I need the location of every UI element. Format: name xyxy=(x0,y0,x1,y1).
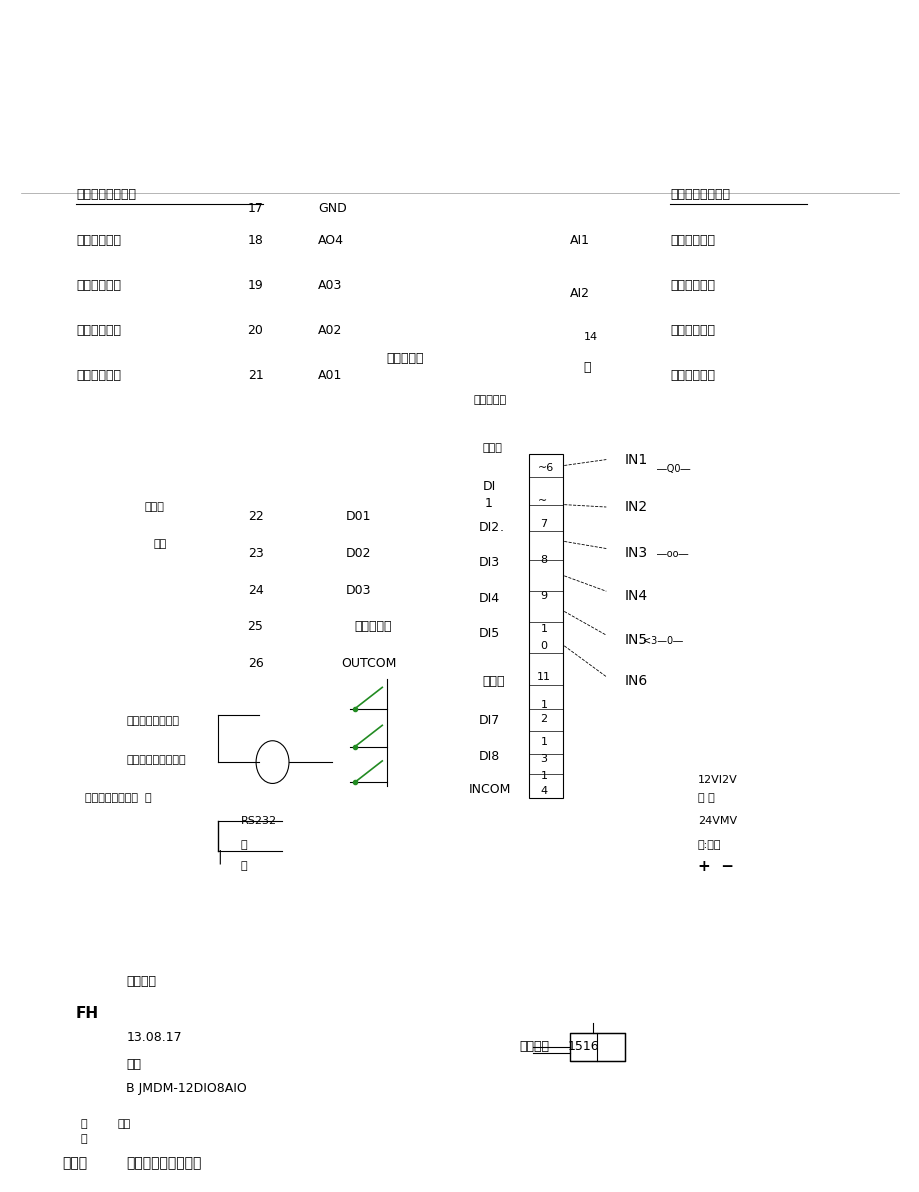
Text: 页码: 页码 xyxy=(117,1119,130,1129)
Text: DI8: DI8 xyxy=(478,750,499,763)
Text: AI2: AI2 xyxy=(569,287,589,300)
Text: 14: 14 xyxy=(583,333,597,342)
Text: A02: A02 xyxy=(318,324,342,336)
Text: 3: 3 xyxy=(539,753,547,764)
Text: 模拟量输出四: 模拟量输出四 xyxy=(76,234,120,247)
Text: 外接交流外接交流或: 外接交流外接交流或 xyxy=(126,755,186,765)
Text: DI3: DI3 xyxy=(478,557,499,570)
Text: 深圳精: 深圳精 xyxy=(62,1156,87,1171)
Text: 1: 1 xyxy=(539,771,547,781)
Text: 正:颜极: 正:颜极 xyxy=(697,840,720,850)
Text: 1: 1 xyxy=(539,737,547,747)
Text: 模拟量输入二: 模拟量输入二 xyxy=(670,279,715,292)
Text: IN5: IN5 xyxy=(624,633,647,647)
Text: 12VI2V: 12VI2V xyxy=(697,775,737,784)
Text: A03: A03 xyxy=(318,279,342,292)
Text: ~6: ~6 xyxy=(537,462,553,473)
Text: 日期图名: 日期图名 xyxy=(126,975,156,988)
Text: 18: 18 xyxy=(247,234,263,247)
Text: IN3: IN3 xyxy=(624,546,647,560)
Text: <3—0―: <3—0― xyxy=(642,637,682,646)
Text: D01: D01 xyxy=(346,510,370,523)
Text: GND: GND xyxy=(318,201,346,215)
Text: 25: 25 xyxy=(247,620,263,633)
Text: IN6: IN6 xyxy=(624,675,647,689)
Text: 17: 17 xyxy=(247,201,263,215)
Text: IN4: IN4 xyxy=(624,589,647,603)
Text: 流不分正负不分正  负: 流不分正负不分正 负 xyxy=(85,793,152,802)
Text: 口: 口 xyxy=(240,862,247,871)
Text: 模拟量输入三: 模拟量输入三 xyxy=(670,324,715,336)
Text: 8: 8 xyxy=(539,555,547,565)
Text: 工作指示灯: 工作指示灯 xyxy=(473,396,506,405)
Text: INCOM: INCOM xyxy=(469,783,511,796)
Text: 模拟量输入四: 模拟量输入四 xyxy=(670,368,715,381)
Text: DI: DI xyxy=(482,480,495,493)
Text: 2: 2 xyxy=(539,714,547,725)
Text: FH: FH xyxy=(76,1006,99,1022)
Text: RS232: RS232 xyxy=(240,817,277,826)
Text: DI7: DI7 xyxy=(478,714,499,727)
Text: 继电器输出: 继电器输出 xyxy=(355,620,391,633)
Text: B JMDM-12DIO8AIO: B JMDM-12DIO8AIO xyxy=(126,1082,246,1095)
Text: 23: 23 xyxy=(247,547,263,560)
Text: 9: 9 xyxy=(539,591,547,601)
Text: DI2: DI2 xyxy=(478,521,499,534)
Text: 24: 24 xyxy=(247,584,263,596)
Text: 模拟量输出: 模拟量输出 xyxy=(386,352,424,365)
Text: 模拟量输出公共地: 模拟量输出公共地 xyxy=(76,188,136,201)
Text: 开关发: 开关发 xyxy=(482,442,502,453)
Text: |: | xyxy=(218,850,222,864)
Text: 直流电源直流电源: 直流电源直流电源 xyxy=(126,715,179,726)
Text: 22: 22 xyxy=(247,510,263,523)
Text: D02: D02 xyxy=(346,547,370,560)
Text: 7: 7 xyxy=(539,519,547,528)
Text: 13.08.17: 13.08.17 xyxy=(126,1031,182,1044)
Text: .: . xyxy=(499,521,503,534)
Text: ―oo―: ―oo― xyxy=(656,550,687,559)
Text: DI4: DI4 xyxy=(478,592,499,604)
Text: 直: 直 xyxy=(583,360,590,373)
Text: ~: ~ xyxy=(537,496,547,507)
Text: 19: 19 xyxy=(247,279,263,292)
Text: 模拟量输出三: 模拟量输出三 xyxy=(76,279,120,292)
Text: +  −: + − xyxy=(697,859,733,874)
Text: OUTCOM: OUTCOM xyxy=(341,657,396,670)
Text: 26: 26 xyxy=(247,657,263,670)
Text: 模拟量输入一: 模拟量输入一 xyxy=(670,234,715,247)
Text: 输入电源: 输入电源 xyxy=(519,1041,549,1054)
Text: 1: 1 xyxy=(539,625,547,634)
Text: AO4: AO4 xyxy=(318,234,344,247)
Text: 版本: 版本 xyxy=(126,1058,142,1072)
Text: 1: 1 xyxy=(484,497,492,510)
Text: 或 或: 或 或 xyxy=(697,793,714,802)
Text: 『负极: 『负极 xyxy=(144,502,165,513)
Text: 模拟量输出二: 模拟量输出二 xyxy=(76,324,120,336)
Bar xyxy=(569,1032,624,1061)
Text: 1516: 1516 xyxy=(567,1041,598,1054)
Text: 1: 1 xyxy=(539,700,547,710)
Text: D03: D03 xyxy=(346,584,370,596)
Text: 21: 21 xyxy=(247,368,263,381)
Text: 准: 准 xyxy=(81,1135,87,1144)
Text: ―Q0―: ―Q0― xyxy=(656,464,689,474)
Text: 24VMV: 24VMV xyxy=(697,817,736,826)
Text: 数二字机器有限公司: 数二字机器有限公司 xyxy=(126,1156,201,1171)
Text: 接: 接 xyxy=(240,840,247,850)
Bar xyxy=(528,454,562,797)
Text: A01: A01 xyxy=(318,368,342,381)
Text: 模拟量输出一: 模拟量输出一 xyxy=(76,368,120,381)
Text: IN1: IN1 xyxy=(624,453,647,466)
Text: 20: 20 xyxy=(247,324,263,336)
Text: 模拟量输入公共地: 模拟量输入公共地 xyxy=(670,188,730,201)
Text: IN2: IN2 xyxy=(624,499,647,514)
Text: 0: 0 xyxy=(539,641,547,651)
Text: 4: 4 xyxy=(539,786,547,795)
Text: 负极: 负极 xyxy=(153,539,166,548)
Text: 批: 批 xyxy=(81,1119,87,1129)
Text: DI5: DI5 xyxy=(478,627,499,640)
Text: AI1: AI1 xyxy=(569,234,589,247)
Text: 11: 11 xyxy=(536,671,550,682)
Text: 数字量: 数字量 xyxy=(482,675,505,688)
